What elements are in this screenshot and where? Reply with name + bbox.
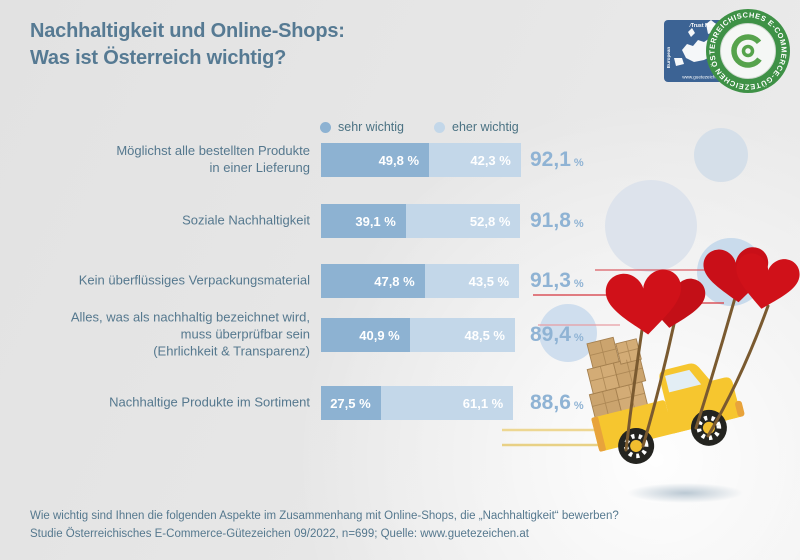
footer-line-1: Wie wichtig sind Ihnen die folgenden Asp…: [30, 510, 619, 522]
stacked-bar: 47,8 % 43,5 %: [321, 264, 520, 298]
row-label: Nachhaltige Produkte im Sortiment: [109, 394, 310, 410]
stacked-bar: 27,5 % 61,1 %: [321, 386, 514, 420]
segment-value: 43,5 %: [468, 273, 510, 289]
balloon-strings: [624, 296, 770, 452]
segment-value: 40,9 %: [359, 327, 400, 343]
page-title: Nachhaltigkeit und Online-Shops: Was ist…: [30, 18, 345, 72]
row-total: 91,3%: [530, 269, 584, 293]
segment-value: 39,1 %: [355, 213, 396, 229]
truck-window: [665, 369, 702, 393]
row-total-unit: %: [573, 278, 584, 290]
row-label: Kein überflüssiges Verpackungsmaterial: [78, 272, 310, 288]
chart-row: Nachhaltige Produkte im Sortiment 27,5 %…: [30, 386, 770, 420]
heart-icon: [605, 269, 682, 335]
bar-segment-sehr: 39,1 %: [321, 204, 406, 238]
decorative-circle: [694, 128, 748, 182]
row-total: 91,8%: [530, 209, 584, 233]
segment-value: 52,8 %: [469, 213, 511, 229]
chart-row: Alles, was als nachhaltig bezeichnet wir…: [30, 310, 770, 359]
speed-lines-yellow: [502, 428, 608, 447]
row-total-value: 88,6: [530, 391, 571, 414]
heart-icon: [736, 253, 800, 309]
row-total-unit: %: [573, 218, 584, 230]
chart-row: Möglichst alle bestellten Produkte in ein…: [30, 143, 770, 177]
source-note: Wie wichtig sind Ihnen die folgenden Asp…: [30, 507, 619, 544]
row-total: 92,1%: [530, 148, 584, 172]
bar-segment-sehr: 27,5 %: [321, 386, 381, 420]
row-total: 89,4%: [530, 323, 584, 347]
segment-value: 47,8 %: [374, 273, 415, 289]
trustmark-top-label: ⁄Trust Mark: [689, 23, 717, 29]
row-total-value: 91,3: [530, 269, 571, 292]
truck-shadow: [627, 483, 743, 503]
row-total-unit: %: [573, 157, 584, 169]
legend-item-sehr-wichtig: sehr wichtig: [320, 120, 404, 134]
stacked-bar: 39,1 % 52,8 %: [321, 204, 521, 238]
row-label: Alles, was als nachhaltig bezeichnet wir…: [70, 309, 310, 359]
title-line-2: Was ist Österreich wichtig?: [30, 47, 287, 69]
trustmark-side-label: European: [666, 47, 671, 68]
decorative-circle: [539, 304, 597, 362]
segment-value: 42,3 %: [470, 152, 511, 168]
bar-segment-sehr: 49,8 %: [321, 143, 430, 177]
bar-segment-eher: 61,1 %: [380, 386, 514, 420]
segment-value: 61,1 %: [462, 395, 504, 411]
guetezeichen-logo: European ⁄Trust Mark www.guetezeichen.at…: [660, 0, 800, 106]
bar-segment-eher: 43,5 %: [424, 264, 520, 298]
bar-segment-sehr: 47,8 %: [321, 264, 425, 298]
segment-value: 49,8 %: [378, 152, 420, 168]
row-total: 88,6%: [530, 391, 584, 415]
row-label: Soziale Nachhaltigkeit: [182, 212, 310, 228]
legend-label: eher wichtig: [452, 120, 519, 134]
bar-segment-eher: 48,5 %: [409, 318, 515, 352]
legend-dot-eher-wichtig-icon: [434, 121, 445, 133]
legend-label: sehr wichtig: [338, 120, 404, 134]
title-line-1: Nachhaltigkeit und Online-Shops:: [30, 20, 345, 42]
trustmark-url: www.guetezeichen.at: [682, 75, 726, 80]
decorative-circle: [605, 180, 697, 272]
legend-item-eher-wichtig: eher wichtig: [434, 120, 519, 134]
heart-balloons: [605, 247, 800, 335]
chart-row: Soziale Nachhaltigkeit 39,1 % 52,8 % 91,…: [30, 204, 770, 238]
chart-row: Kein überflüssiges Verpackungsmaterial 4…: [30, 264, 770, 298]
stacked-bar: 40,9 % 48,5 %: [321, 318, 515, 352]
bar-segment-sehr: 40,9 %: [321, 318, 410, 352]
row-total-value: 91,8: [530, 209, 571, 232]
bar-segment-eher: 42,3 %: [429, 143, 521, 177]
segment-value: 27,5 %: [330, 395, 371, 411]
legend-dot-sehr-wichtig-icon: [320, 121, 331, 133]
bar-segment-eher: 52,8 %: [405, 204, 521, 238]
row-total-unit: %: [573, 332, 584, 344]
stacked-bar: 49,8 % 42,3 %: [321, 143, 521, 177]
chart-legend: sehr wichtig eher wichtig: [320, 120, 519, 134]
row-total-value: 89,4: [530, 323, 571, 346]
row-total-unit: %: [573, 400, 584, 412]
delivery-truck-icon: [586, 336, 745, 464]
footer-line-2: Studie Österreichisches E-Commerce-Gütez…: [30, 528, 529, 541]
heart-balloons-truck-illustration: [502, 247, 800, 503]
row-label: Möglichst alle bestellten Produkte in ein…: [116, 143, 310, 175]
row-total-value: 92,1: [530, 148, 571, 171]
segment-value: 48,5 %: [464, 327, 505, 343]
